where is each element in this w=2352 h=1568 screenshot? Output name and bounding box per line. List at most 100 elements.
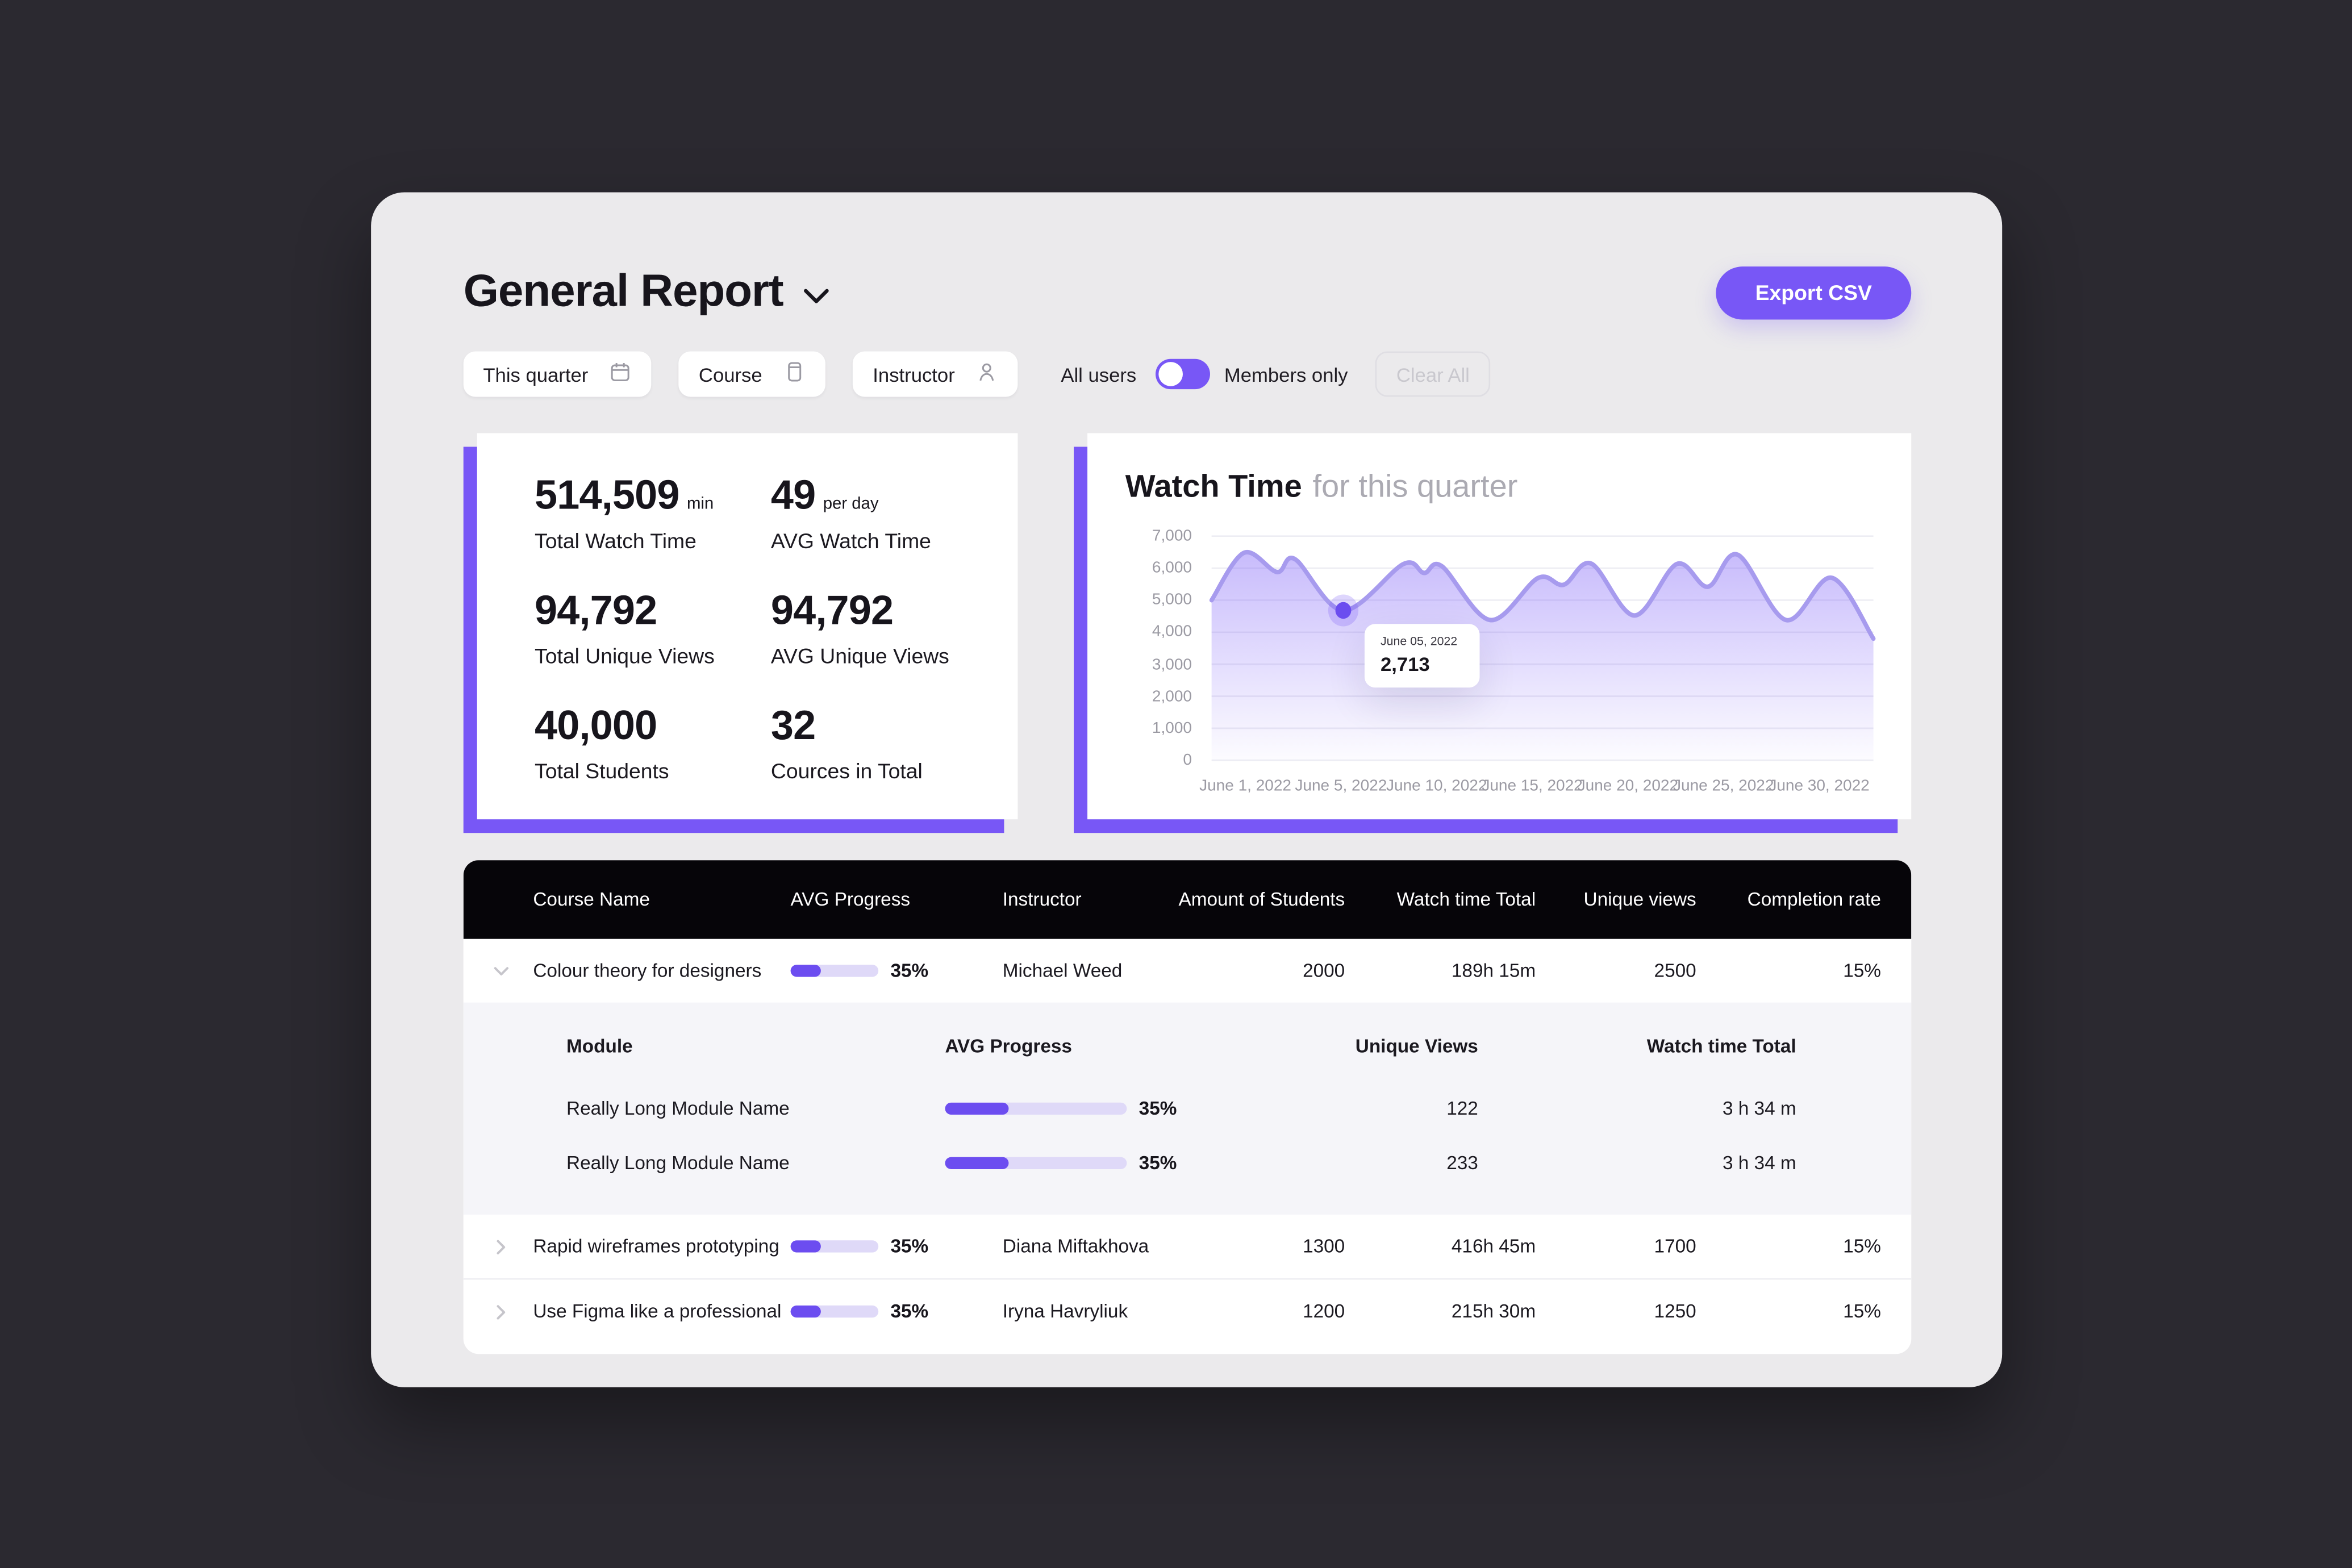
students-value: 1200 xyxy=(1303,1300,1345,1323)
chart-zone: 7,000 6,000 5,000 4,000 3,000 2,000 1,000 0 xyxy=(1125,527,1876,795)
stat-value: 94,792 xyxy=(535,587,657,633)
progress-percent: 35% xyxy=(890,1236,929,1257)
watch-time-value: 416h 45m xyxy=(1451,1236,1536,1257)
progress-cell: 35% xyxy=(790,960,1003,982)
export-csv-button[interactable]: Export CSV xyxy=(1716,265,1912,319)
clear-all-button[interactable]: Clear All xyxy=(1375,351,1491,397)
col-module-progress: AVG Progress xyxy=(945,1036,1072,1057)
completion-value: 15% xyxy=(1843,960,1881,982)
area-chart-plot[interactable]: June 05, 2022 2,713 June 1, 2022 June 5, … xyxy=(1199,535,1876,795)
filter-bar: This quarter Course Instructor All users… xyxy=(463,351,1912,397)
col-module-watch: Watch time Total xyxy=(1646,1036,1796,1057)
filter-chip-course[interactable]: Course xyxy=(679,351,826,397)
table-header-row: Course Name AVG Progress Instructor Amou… xyxy=(463,860,1912,939)
filter-chip-instructor[interactable]: Instructor xyxy=(853,351,1019,397)
course-name: Rapid wireframes prototyping xyxy=(533,1236,779,1257)
report-panel: General Report Export CSV This quarter C… xyxy=(371,192,2003,1387)
filter-chip-label: Course xyxy=(698,362,762,386)
module-row: Really Long Module Name 35% 122 3 h 34 m xyxy=(566,1081,1796,1136)
completion-value: 15% xyxy=(1843,1236,1881,1257)
progress-cell: 35% xyxy=(790,1300,1003,1323)
filter-chip-quarter[interactable]: This quarter xyxy=(463,351,652,397)
stat-label: Total Students xyxy=(535,758,669,783)
stat-total-students: 40,000 Total Students xyxy=(535,703,771,804)
watch-time-value: 215h 30m xyxy=(1451,1300,1536,1323)
stats-grid: 514,509 min Total Watch Time 49 per day AV… xyxy=(535,473,987,804)
calendar-icon xyxy=(610,360,632,387)
watch-time-value: 189h 15m xyxy=(1451,960,1536,982)
module-watch-value: 3 h 34 m xyxy=(1722,1098,1796,1120)
module-name: Really Long Module Name xyxy=(566,1098,790,1120)
tooltip-date: June 05, 2022 xyxy=(1380,635,1458,649)
progress-bar xyxy=(790,1240,879,1253)
stat-value: 49 xyxy=(770,472,816,518)
courses-table: Course Name AVG Progress Instructor Amou… xyxy=(463,860,1912,1354)
stat-unit: min xyxy=(686,495,714,514)
y-axis-label: 6,000 xyxy=(1152,559,1192,578)
y-axis-label: 2,000 xyxy=(1152,687,1192,706)
unique-views-value: 1700 xyxy=(1654,1236,1696,1257)
chart-tooltip: June 05, 2022 2,713 xyxy=(1363,624,1479,688)
course-name: Colour theory for designers xyxy=(533,960,762,982)
person-icon xyxy=(976,360,999,387)
chart-subtitle: for this quarter xyxy=(1312,469,1518,504)
completion-value: 15% xyxy=(1843,1300,1881,1323)
stat-value: 32 xyxy=(770,702,816,748)
module-name: Really Long Module Name xyxy=(566,1152,790,1174)
progress-percent: 35% xyxy=(1139,1152,1177,1174)
module-unique-value: 233 xyxy=(1446,1152,1478,1174)
modules-header-row: Module AVG Progress Unique Views Watch t… xyxy=(566,1012,1796,1082)
progress-percent: 35% xyxy=(890,1300,929,1323)
y-axis-label: 3,000 xyxy=(1152,655,1192,674)
instructor-name: Diana Miftakhova xyxy=(1002,1236,1149,1257)
stat-value: 94,792 xyxy=(770,587,894,633)
stat-total-watch-time: 514,509 min Total Watch Time xyxy=(535,473,771,574)
module-watch-value: 3 h 34 m xyxy=(1722,1152,1796,1174)
chevron-right-icon[interactable] xyxy=(494,1239,533,1254)
tooltip-value: 2,713 xyxy=(1380,653,1430,676)
stats-card: 514,509 min Total Watch Time 49 per day AV… xyxy=(477,433,1018,820)
chevron-down-icon[interactable] xyxy=(494,965,533,976)
table-row[interactable]: Colour theory for designers 35% Michael … xyxy=(463,939,1912,1003)
stat-avg-unique-views: 94,792 AVG Unique Views xyxy=(771,587,987,689)
students-value: 2000 xyxy=(1303,960,1345,982)
table-row[interactable]: Use Figma like a professional 35% Iryna … xyxy=(463,1278,1912,1344)
toggle-right-label[interactable]: Members only xyxy=(1224,362,1348,386)
students-value: 1300 xyxy=(1303,1236,1345,1257)
toggle-left-label[interactable]: All users xyxy=(1061,362,1137,386)
col-completion-rate: Completion rate xyxy=(1747,889,1881,911)
marker-dot xyxy=(1335,602,1352,619)
progress-cell: 35% xyxy=(945,1098,1206,1119)
stat-value: 514,509 xyxy=(535,472,679,518)
stat-value: 40,000 xyxy=(535,702,657,748)
area-chart-svg xyxy=(1209,535,1876,761)
y-axis-label: 5,000 xyxy=(1152,591,1192,610)
filter-chip-label: Instructor xyxy=(873,362,955,386)
progress-bar xyxy=(945,1102,1127,1115)
instructor-name: Iryna Havryliuk xyxy=(1002,1300,1128,1323)
progress-cell: 35% xyxy=(945,1153,1206,1174)
chevron-right-icon[interactable] xyxy=(494,1304,533,1319)
unique-views-value: 2500 xyxy=(1654,960,1696,982)
progress-percent: 35% xyxy=(890,960,929,982)
stat-label: AVG Watch Time xyxy=(770,528,931,553)
module-unique-value: 122 xyxy=(1446,1098,1478,1120)
module-row: Really Long Module Name 35% 233 3 h 34 m xyxy=(566,1136,1796,1190)
members-toggle[interactable] xyxy=(1156,358,1211,390)
stat-unit: per day xyxy=(823,495,879,514)
progress-bar xyxy=(945,1157,1127,1169)
expanded-modules-section: Module AVG Progress Unique Views Watch t… xyxy=(463,1002,1912,1215)
x-axis-label: June 20, 2022 xyxy=(1577,777,1679,795)
y-axis: 7,000 6,000 5,000 4,000 3,000 2,000 1,000 0 xyxy=(1125,527,1192,770)
chart-title: Watch Time xyxy=(1125,469,1302,504)
stat-avg-watch-time: 49 per day AVG Watch Time xyxy=(771,473,987,574)
table-row[interactable]: Rapid wireframes prototyping 35% Diana M… xyxy=(463,1214,1912,1278)
col-course-name: Course Name xyxy=(533,889,650,911)
chevron-down-icon[interactable] xyxy=(803,287,830,303)
toggle-knob xyxy=(1159,362,1183,386)
x-axis-label: June 30, 2022 xyxy=(1769,777,1870,795)
x-axis-label: June 1, 2022 xyxy=(1199,777,1291,795)
col-instructor: Instructor xyxy=(1002,889,1082,911)
x-axis-label: June 25, 2022 xyxy=(1673,777,1774,795)
